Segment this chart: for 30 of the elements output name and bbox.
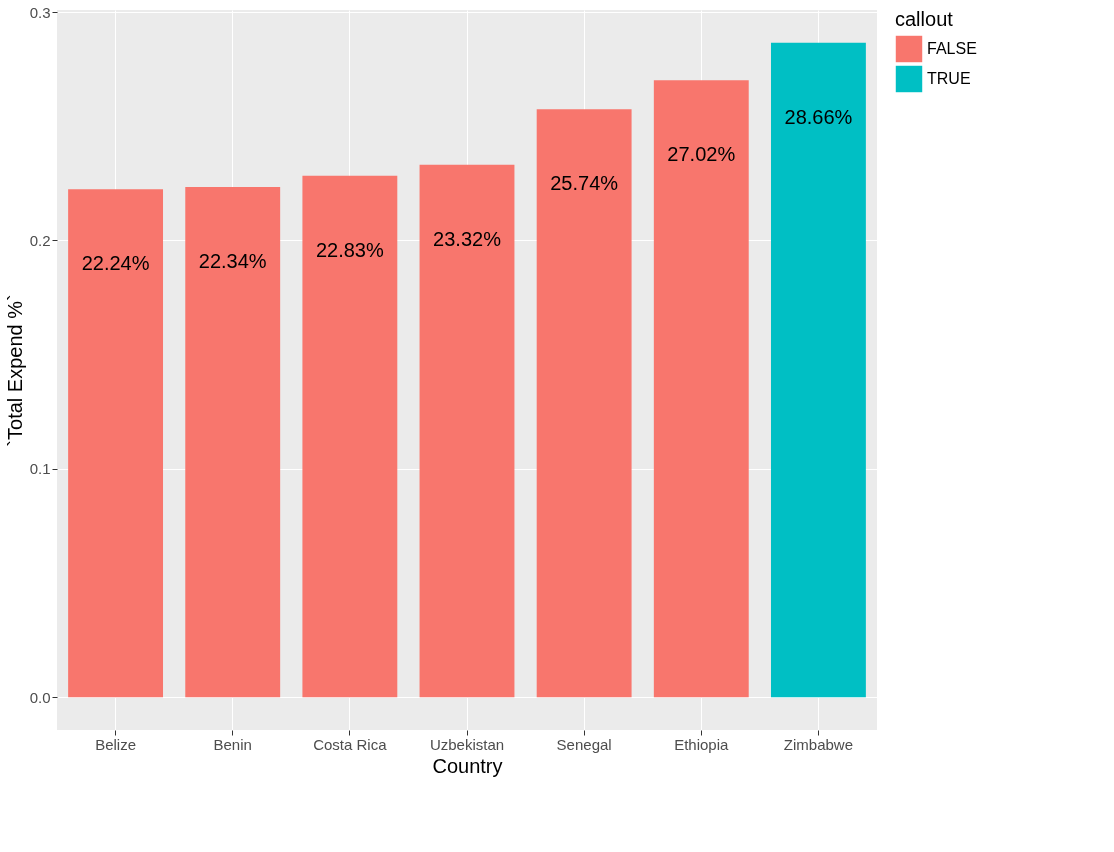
x-tick-label: Zimbabwe	[783, 735, 854, 753]
bar	[536, 109, 632, 698]
data-label: 23.32%	[433, 227, 502, 250]
bar	[770, 42, 866, 698]
bar	[68, 189, 164, 698]
legend-label: FALSE	[927, 40, 977, 57]
x-axis-title: Country	[432, 754, 503, 777]
legend-title: callout	[895, 8, 954, 30]
bar	[653, 80, 749, 698]
x-tick-label: Benin	[213, 735, 252, 753]
data-label: 22.83%	[315, 238, 384, 261]
x-tick-label: Uzbekistan	[429, 735, 505, 753]
x-tick-label: Costa Rica	[313, 735, 388, 753]
legend-label: TRUE	[927, 70, 971, 87]
x-tick-label: Ethiopia	[674, 735, 730, 753]
y-tick-label: 0.1	[29, 460, 51, 478]
y-tick-label: 0.3	[29, 3, 51, 21]
data-label: 22.24%	[81, 252, 150, 275]
bar	[419, 164, 515, 698]
data-label: 22.34%	[198, 250, 267, 273]
y-tick-label: 0.2	[29, 231, 51, 249]
bar	[302, 175, 398, 698]
data-label: 27.02%	[667, 143, 736, 166]
x-tick-label: Belize	[95, 735, 136, 753]
bar	[185, 187, 281, 698]
data-label: 28.66%	[784, 105, 853, 128]
data-label: 25.74%	[550, 172, 619, 195]
x-tick-label: Senegal	[556, 735, 612, 753]
y-axis-title: `Total Expend %`	[3, 294, 26, 447]
y-tick-label: 0.0	[29, 688, 51, 706]
